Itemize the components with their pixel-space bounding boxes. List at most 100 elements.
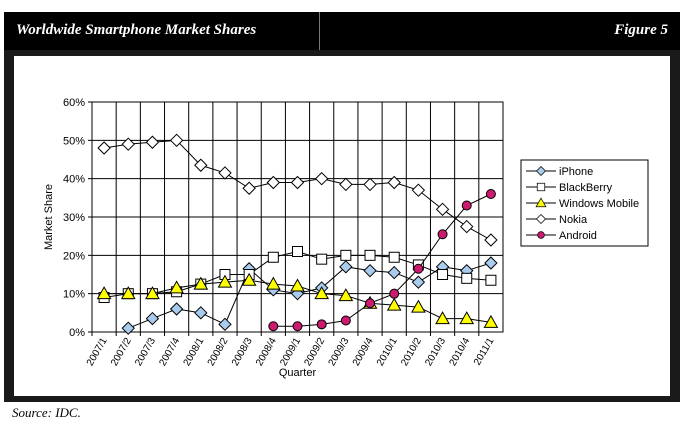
series-layer <box>96 133 499 335</box>
iphone-series <box>121 256 498 335</box>
x-tick-label: 2007/2 <box>109 336 134 368</box>
windows-mobile-point <box>120 286 136 300</box>
windows-mobile-point <box>386 297 402 311</box>
figure-number: Figure 5 <box>614 22 668 38</box>
legend-marker <box>536 182 546 192</box>
nokia-point <box>363 177 377 192</box>
blackberry-point <box>316 253 328 265</box>
y-tick-label: 40% <box>63 174 85 186</box>
y-tick-label: 0% <box>69 327 85 339</box>
blackberry-point <box>364 249 376 261</box>
x-tick-label: 2010/3 <box>423 336 448 368</box>
windows-mobile-point <box>314 286 330 300</box>
figure-title: Worldwide Smartphone Market Shares <box>16 22 257 38</box>
figure-frame: Worldwide Smartphone Market Shares Figur… <box>4 12 680 402</box>
nokia-point <box>411 183 426 197</box>
android-point <box>389 288 400 299</box>
x-tick-label: 2009/3 <box>327 336 352 368</box>
windows-mobile-point <box>169 280 184 294</box>
legend-item-blackberry: BlackBerry <box>526 182 613 194</box>
iphone-point <box>121 321 135 335</box>
nokia-point <box>290 175 305 190</box>
x-tick-label: 2007/4 <box>157 336 182 368</box>
iphone-point <box>484 256 498 270</box>
blackberry-point <box>485 274 497 286</box>
nokia-point <box>121 137 135 151</box>
x-tick-label: 2009/2 <box>302 336 327 368</box>
windows-mobile-point <box>483 314 499 328</box>
windows-mobile-point <box>217 274 233 288</box>
y-tick-label: 10% <box>63 289 85 301</box>
iphone-line <box>128 262 492 329</box>
x-tick-label: 2010/4 <box>448 336 473 368</box>
nokia-point <box>242 181 256 195</box>
legend: iPhone BlackBerry Windows Mobile Nokia Andro… <box>520 159 649 247</box>
windows-mobile-point <box>411 299 426 313</box>
nokia-point <box>435 202 450 217</box>
iphone-point <box>169 302 184 316</box>
legend-label: Nokia <box>559 214 588 226</box>
x-tick-label: 2009/4 <box>351 336 376 368</box>
windows-mobile-point <box>435 311 450 325</box>
nokia-point <box>266 175 281 190</box>
legend-marker <box>535 197 547 208</box>
iphone-point <box>363 263 377 278</box>
nokia-point <box>194 158 208 172</box>
x-axis-label: Quarter <box>279 367 317 379</box>
x-tick-label: 2009/1 <box>278 336 303 368</box>
y-axis-label: Market Share <box>43 184 55 250</box>
android-point <box>413 263 424 274</box>
iphone-point <box>194 306 208 320</box>
nokia-point <box>484 233 498 247</box>
windows-mobile-point <box>265 276 281 290</box>
source-note: Source: IDC. <box>12 405 81 420</box>
windows-mobile-point <box>338 288 354 302</box>
iphone-point <box>411 275 426 289</box>
x-tick-label: 2008/4 <box>254 336 279 368</box>
nokia-point <box>145 135 160 149</box>
windows-mobile-point <box>290 278 305 292</box>
x-tick-label: 2008/1 <box>182 336 207 368</box>
x-tick-label: 2010/2 <box>399 336 424 368</box>
windows-mobile-point <box>241 272 257 286</box>
blackberry-point <box>461 272 473 284</box>
android-series <box>268 189 496 332</box>
legend-label: Windows Mobile <box>559 198 639 210</box>
nokia-point <box>387 175 401 190</box>
x-tick-label: 2011/1 <box>472 336 497 368</box>
figure-header: Worldwide Smartphone Market Shares Figur… <box>4 12 680 50</box>
x-axis-ticks: 2007/1 2007/2 2007/3 2007/4 2008/1 2008/2 2008… <box>85 332 497 368</box>
android-point <box>268 321 279 332</box>
windows-mobile-point <box>145 286 160 300</box>
windows-mobile-point <box>459 311 475 325</box>
iphone-point <box>387 265 401 280</box>
legend-item-nokia: Nokia <box>526 213 588 226</box>
legend-marker <box>535 213 547 225</box>
iphone-point <box>339 260 353 274</box>
windows-mobile-series <box>96 272 499 328</box>
x-tick-label: 2007/1 <box>85 336 110 368</box>
android-point <box>365 298 376 309</box>
y-axis-ticks: 0% 10% 20% 30% 40% 50% 60% <box>63 97 92 339</box>
windows-mobile-point <box>96 286 112 300</box>
x-tick-label: 2007/3 <box>133 336 158 368</box>
nokia-series <box>97 133 498 247</box>
blackberry-point <box>340 249 352 261</box>
nokia-point <box>460 219 474 234</box>
legend-label: BlackBerry <box>559 182 613 194</box>
x-tick-label: 2008/3 <box>230 336 255 368</box>
chart-panel: 0% 10% 20% 30% 40% 50% 60% 2007/1 2007/2 2007/3 2… <box>14 56 670 396</box>
y-tick-label: 50% <box>63 135 85 147</box>
header-divider <box>319 12 320 50</box>
android-line <box>273 193 492 327</box>
legend-marker <box>537 231 545 239</box>
nokia-point <box>97 141 111 155</box>
legend-label: Android <box>559 230 597 242</box>
legend-item-android: Android <box>526 230 597 242</box>
blackberry-point <box>437 269 449 280</box>
nokia-point <box>339 177 353 192</box>
nokia-point <box>314 171 329 186</box>
iphone-point <box>218 317 232 332</box>
iphone-point <box>145 311 160 326</box>
y-tick-label: 60% <box>63 97 85 109</box>
